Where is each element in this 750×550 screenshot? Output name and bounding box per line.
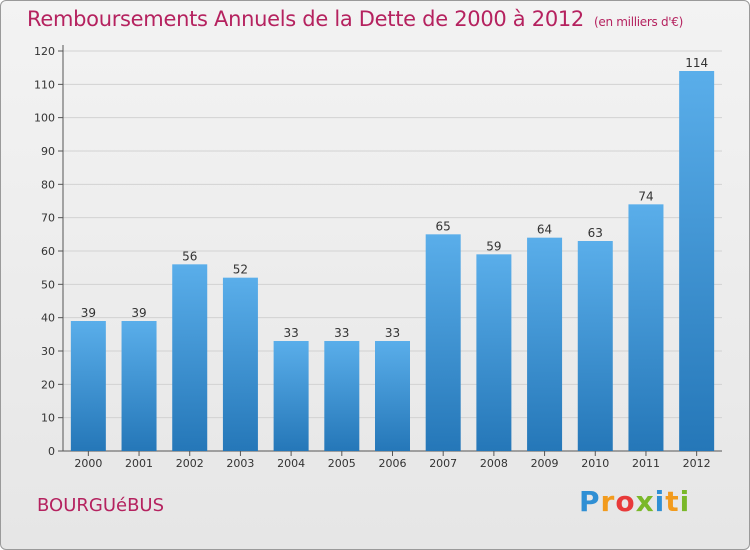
x-tick-label-2009: 2009 [531, 457, 559, 470]
x-tick-label-2011: 2011 [632, 457, 660, 470]
bar-2009 [527, 237, 563, 451]
x-tick-label-2008: 2008 [480, 457, 508, 470]
y-tick-label: 50 [41, 278, 55, 291]
bar-2008 [476, 254, 512, 451]
value-label-2009: 64 [537, 223, 552, 237]
y-tick-label: 20 [41, 378, 55, 391]
y-tick-label: 70 [41, 212, 55, 225]
value-label-2010: 63 [588, 226, 603, 240]
value-label-2011: 74 [638, 189, 653, 203]
labels: 39 2000 39 2001 56 2002 52 2003 33 2004 33 2005 33 20… [74, 56, 710, 470]
bar-2004 [273, 341, 309, 451]
bar-2005 [324, 341, 360, 451]
x-tick-label-2002: 2002 [176, 457, 204, 470]
value-label-2006: 33 [385, 326, 400, 340]
proxiti-logo: Proxiti [579, 485, 691, 518]
value-label-2008: 59 [486, 239, 501, 253]
y-tick-label: 60 [41, 245, 55, 258]
bar-2012 [679, 71, 715, 451]
bar-2010 [577, 241, 613, 451]
place-name: BOURGUéBUS [37, 495, 165, 516]
bars [70, 71, 715, 451]
x-tick-label-2000: 2000 [74, 457, 102, 470]
y-tick-label: 80 [41, 178, 55, 191]
value-label-2003: 52 [233, 263, 248, 277]
chart-subtitle: (en milliers d'€) [594, 15, 684, 29]
y-tick-label: 100 [34, 112, 55, 125]
x-tick-label-2006: 2006 [379, 457, 407, 470]
chart-title: Remboursements Annuels de la Dette de 20… [27, 7, 683, 31]
y-tick-label: 110 [34, 78, 55, 91]
x-tick-label-2007: 2007 [429, 457, 457, 470]
y-tick-label: 120 [34, 45, 55, 58]
x-tick-label-2003: 2003 [226, 457, 254, 470]
value-label-2000: 39 [81, 306, 96, 320]
y-tick-label: 0 [48, 445, 55, 458]
x-tick-label-2010: 2010 [581, 457, 609, 470]
bar-2003 [222, 277, 258, 451]
y-tick-label: 10 [41, 412, 55, 425]
bar-2006 [375, 341, 410, 451]
x-tick-label-2005: 2005 [328, 457, 356, 470]
y-tick-label: 30 [41, 345, 55, 358]
y-tick-label: 40 [41, 312, 55, 325]
value-label-2004: 33 [283, 326, 298, 340]
bar-2007 [425, 234, 461, 451]
value-label-2001: 39 [131, 306, 146, 320]
x-tick-label-2004: 2004 [277, 457, 305, 470]
value-label-2002: 56 [182, 249, 197, 263]
bar-2011 [628, 204, 664, 451]
chart-title-text: Remboursements Annuels de la Dette de 20… [27, 7, 584, 31]
bar-2001 [121, 321, 157, 451]
y-tick-label: 90 [41, 145, 55, 158]
value-label-2007: 65 [436, 219, 451, 233]
x-tick-label-2012: 2012 [683, 457, 711, 470]
value-label-2012: 114 [685, 56, 708, 70]
bar-2002 [172, 264, 208, 451]
value-label-2005: 33 [334, 326, 349, 340]
x-tick-label-2001: 2001 [125, 457, 153, 470]
bar-2000 [70, 321, 106, 451]
